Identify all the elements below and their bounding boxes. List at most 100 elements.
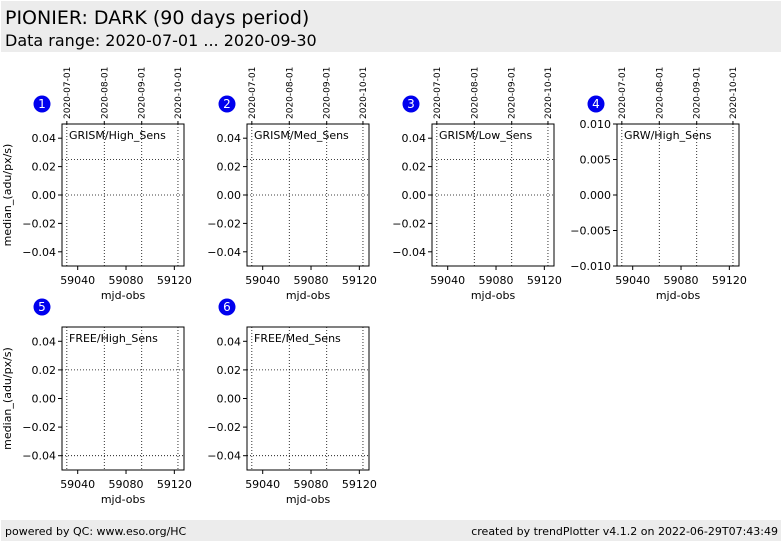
panel-number-badge: [218, 95, 236, 113]
y-tick-label: −0.04: [207, 450, 241, 463]
axes-frame: [246, 326, 370, 471]
panel-number: 5: [38, 300, 46, 314]
top-date-label: 2020-09-01: [138, 67, 148, 119]
x-tick-label: 59080: [479, 274, 514, 287]
top-date-label: 2020-10-01: [359, 67, 369, 119]
top-date-label: 2020-07-01: [248, 67, 258, 119]
x-axis-label: mjd-obs: [101, 493, 146, 506]
x-tick-label: 59040: [245, 274, 280, 287]
panel-number: 6: [223, 300, 231, 314]
x-axis-label: mjd-obs: [286, 289, 331, 302]
y-tick-label: 0.04: [217, 132, 242, 145]
y-tick-label: −0.005: [570, 225, 611, 238]
y-tick-label: 0.00: [402, 189, 427, 202]
x-tick-label: 59120: [157, 478, 192, 491]
report-title: PIONIER: DARK (90 days period): [5, 7, 310, 29]
top-date-label: 2020-09-01: [508, 67, 518, 119]
y-tick-label: 0.02: [402, 161, 427, 174]
y-tick-label: 0.010: [580, 118, 612, 131]
panel-number: 2: [223, 97, 231, 111]
panel-label: GRISM/Low_Sens: [439, 129, 532, 142]
x-tick-label: 59080: [294, 478, 329, 491]
panel-number: 3: [407, 97, 415, 111]
axes-frame: [616, 123, 740, 267]
x-axis-label: mjd-obs: [471, 289, 516, 302]
powered-by: powered by QC: www.eso.org/HC: [5, 525, 187, 538]
top-date-label: 2020-09-01: [693, 67, 703, 119]
y-tick-label: −0.02: [207, 421, 241, 434]
y-tick-label: 0.00: [32, 189, 57, 202]
x-tick-label: 59120: [712, 274, 747, 287]
x-axis-label: mjd-obs: [101, 289, 146, 302]
y-tick-label: −0.02: [22, 217, 56, 230]
panel-label: FREE/High_Sens: [69, 332, 158, 345]
panel-number-badge: [218, 298, 236, 316]
x-tick-label: 59040: [615, 274, 650, 287]
y-tick-label: 0.02: [217, 364, 242, 377]
top-date-label: 2020-07-01: [618, 67, 628, 119]
x-tick-label: 59080: [664, 274, 699, 287]
y-tick-label: 0.00: [32, 393, 57, 406]
panel-number-badge: [33, 95, 51, 113]
top-date-label: 2020-08-01: [285, 67, 295, 119]
data-range: Data range: 2020-07-01 ... 2020-09-30: [5, 31, 317, 50]
y-tick-label: −0.04: [207, 246, 241, 259]
x-tick-label: 59120: [342, 274, 377, 287]
y-tick-label: 0.02: [217, 161, 242, 174]
y-tick-label: 0.02: [32, 161, 57, 174]
y-axis-label: median_(adu/px/s): [1, 347, 14, 450]
panel-3: −0.04 −0.02 0.00 0.02 0.04 59040 59080 59120 202…: [392, 67, 562, 302]
y-tick-label: 0.00: [217, 189, 242, 202]
x-axis-label: mjd-obs: [286, 493, 331, 506]
top-date-label: 2020-10-01: [544, 67, 554, 119]
x-tick-label: 59040: [60, 478, 95, 491]
y-tick-label: 0.04: [402, 132, 427, 145]
y-tick-label: 0.04: [217, 335, 242, 348]
y-tick-label: −0.04: [22, 246, 56, 259]
x-tick-label: 59120: [157, 274, 192, 287]
y-tick-label: −0.04: [392, 246, 426, 259]
y-tick-label: 0.000: [580, 189, 612, 202]
y-tick-label: −0.02: [207, 217, 241, 230]
y-tick-label: −0.04: [22, 450, 56, 463]
panel-number-badge: [402, 95, 420, 113]
report-header: PIONIER: DARK (90 days period) Data rang…: [1, 1, 781, 52]
y-tick-label: −0.02: [22, 421, 56, 434]
x-tick-label: 59040: [430, 274, 465, 287]
panel-label: GRISM/High_Sens: [69, 129, 166, 142]
y-tick-label: 0.005: [580, 154, 612, 167]
top-date-label: 2020-10-01: [729, 67, 739, 119]
x-tick-label: 59080: [109, 478, 144, 491]
top-date-label: 2020-07-01: [433, 67, 443, 119]
x-tick-label: 59120: [527, 274, 562, 287]
x-tick-label: 59120: [342, 478, 377, 491]
panel-number-badge: [33, 298, 51, 316]
created-by: created by trendPlotter v4.1.2 on 2022-0…: [471, 525, 778, 538]
top-date-label: 2020-10-01: [174, 67, 184, 119]
y-tick-label: 0.04: [32, 132, 57, 145]
x-tick-label: 59080: [109, 274, 144, 287]
top-date-label: 2020-08-01: [470, 67, 480, 119]
panel-label: GRW/High_Sens: [624, 129, 712, 142]
top-date-label: 2020-07-01: [63, 67, 73, 119]
x-tick-label: 59080: [294, 274, 329, 287]
y-axis-label: median_(adu/px/s): [1, 144, 14, 247]
panel-4: −0.010 −0.005 0.000 0.005 0.010 59040 59080 591…: [570, 67, 747, 302]
top-date-label: 2020-09-01: [323, 67, 333, 119]
x-tick-label: 59040: [245, 478, 280, 491]
panel-5: −0.04 −0.02 0.00 0.02 0.04 59040 59080 59120 mjd…: [1, 298, 192, 506]
panel-1: −0.04 −0.02 0.00 0.02 0.04 59040 59080 59120 202…: [1, 67, 192, 302]
x-tick-label: 59040: [60, 274, 95, 287]
panel-number-badge: [587, 95, 605, 113]
top-date-label: 2020-08-01: [655, 67, 665, 119]
panel-label: FREE/Med_Sens: [254, 332, 341, 345]
y-tick-label: 0.04: [32, 335, 57, 348]
panel-2: −0.04 −0.02 0.00 0.02 0.04 59040 59080 59120 202…: [207, 67, 377, 302]
top-date-label: 2020-08-01: [100, 67, 110, 119]
axes-frame: [61, 326, 185, 471]
y-tick-label: 0.00: [217, 393, 242, 406]
y-tick-label: 0.02: [32, 364, 57, 377]
x-axis-label: mjd-obs: [656, 289, 701, 302]
panel-label: GRISM/Med_Sens: [254, 129, 349, 142]
